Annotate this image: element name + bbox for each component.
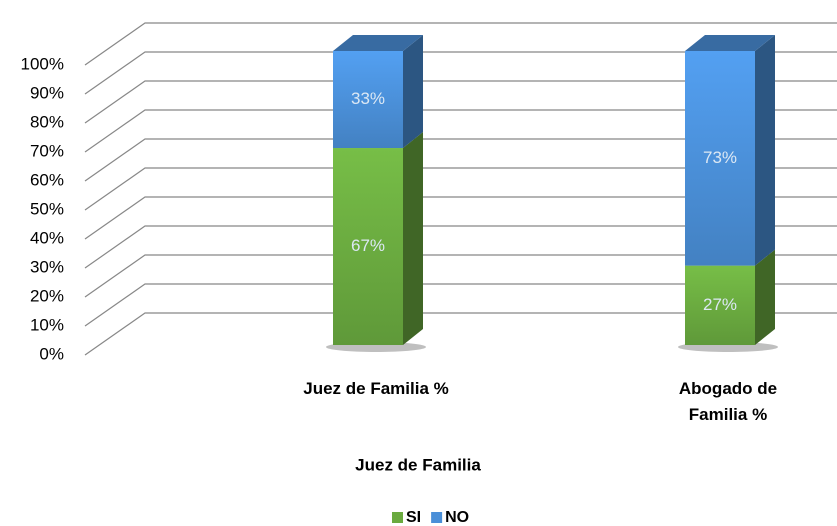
bar [333, 51, 403, 149]
y-tick-label: 0% [39, 344, 64, 363]
bar [685, 265, 755, 345]
bar-side [755, 249, 775, 345]
x-axis-title: Juez de Familia [355, 455, 481, 474]
grid-line [84, 196, 837, 240]
value-label: 27% [703, 295, 737, 314]
grid-line [84, 109, 837, 153]
legend-swatch [431, 512, 443, 523]
bar-side [755, 35, 775, 266]
x-tick-label: Abogado de Familia % [678, 379, 778, 424]
legend-label: NO [445, 509, 469, 526]
y-tick-label: 70% [30, 141, 64, 160]
y-tick-label: 90% [30, 83, 64, 102]
grid-line [84, 51, 837, 95]
grid-line [84, 283, 837, 327]
grid-line [84, 225, 837, 269]
x-tick-label: Juez de Familia % [303, 379, 449, 398]
grid-line [84, 312, 837, 356]
grid-line [84, 22, 837, 66]
grid-line [84, 167, 837, 211]
y-tick-label: 100% [21, 54, 64, 73]
y-tick-label: 20% [30, 286, 64, 305]
value-label: 73% [703, 148, 737, 167]
value-label: 67% [351, 236, 385, 255]
grid-line [84, 254, 837, 298]
grid-line [84, 138, 837, 182]
legend-swatch [392, 512, 403, 523]
bar-top [333, 35, 423, 51]
bar [333, 148, 403, 345]
y-tick-label: 10% [30, 315, 64, 334]
bar-side [403, 132, 423, 345]
y-tick-label: 80% [30, 112, 64, 131]
value-label: 33% [351, 89, 385, 108]
y-tick-label: 50% [30, 199, 64, 218]
grid-line [84, 80, 837, 124]
y-tick-label: 60% [30, 170, 64, 189]
bar [685, 51, 755, 266]
bar-top [685, 35, 775, 51]
y-tick-label: 30% [30, 257, 64, 276]
bar-side [403, 35, 423, 149]
legend-label: SI [406, 509, 421, 526]
y-tick-label: 40% [30, 228, 64, 247]
